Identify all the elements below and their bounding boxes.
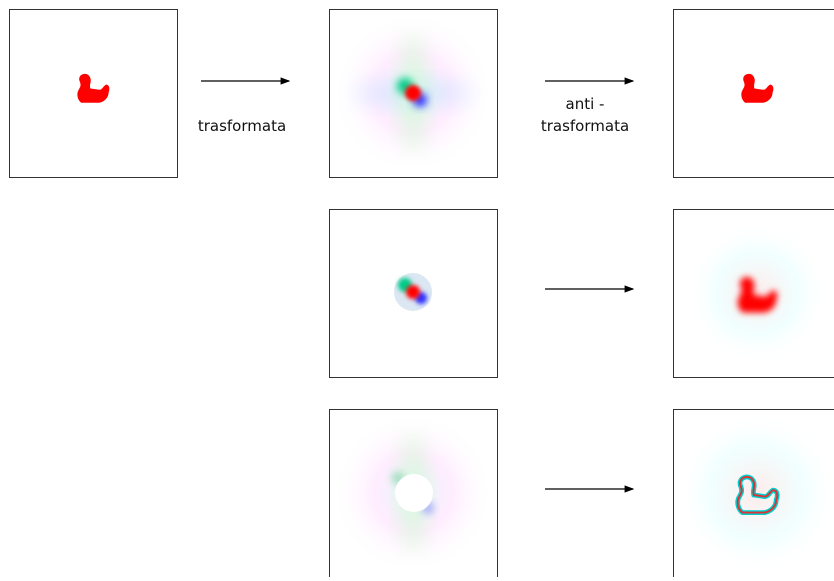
diagram: trasformata anti - trasformata xyxy=(0,0,834,577)
arrow-label: anti - xyxy=(566,95,605,113)
original-image xyxy=(10,10,178,178)
lowpass-spectrum xyxy=(330,210,498,378)
arrow-label: trasformata xyxy=(541,117,629,135)
highpass-result xyxy=(674,410,834,578)
reconstructed-image xyxy=(674,10,834,178)
highpass-spectrum xyxy=(330,410,498,578)
page: trasformata anti - trasformata (() => { … xyxy=(0,0,834,577)
arrow-label: trasformata xyxy=(198,117,286,135)
lowpass-result xyxy=(674,210,834,378)
spectrum-image xyxy=(330,10,498,178)
